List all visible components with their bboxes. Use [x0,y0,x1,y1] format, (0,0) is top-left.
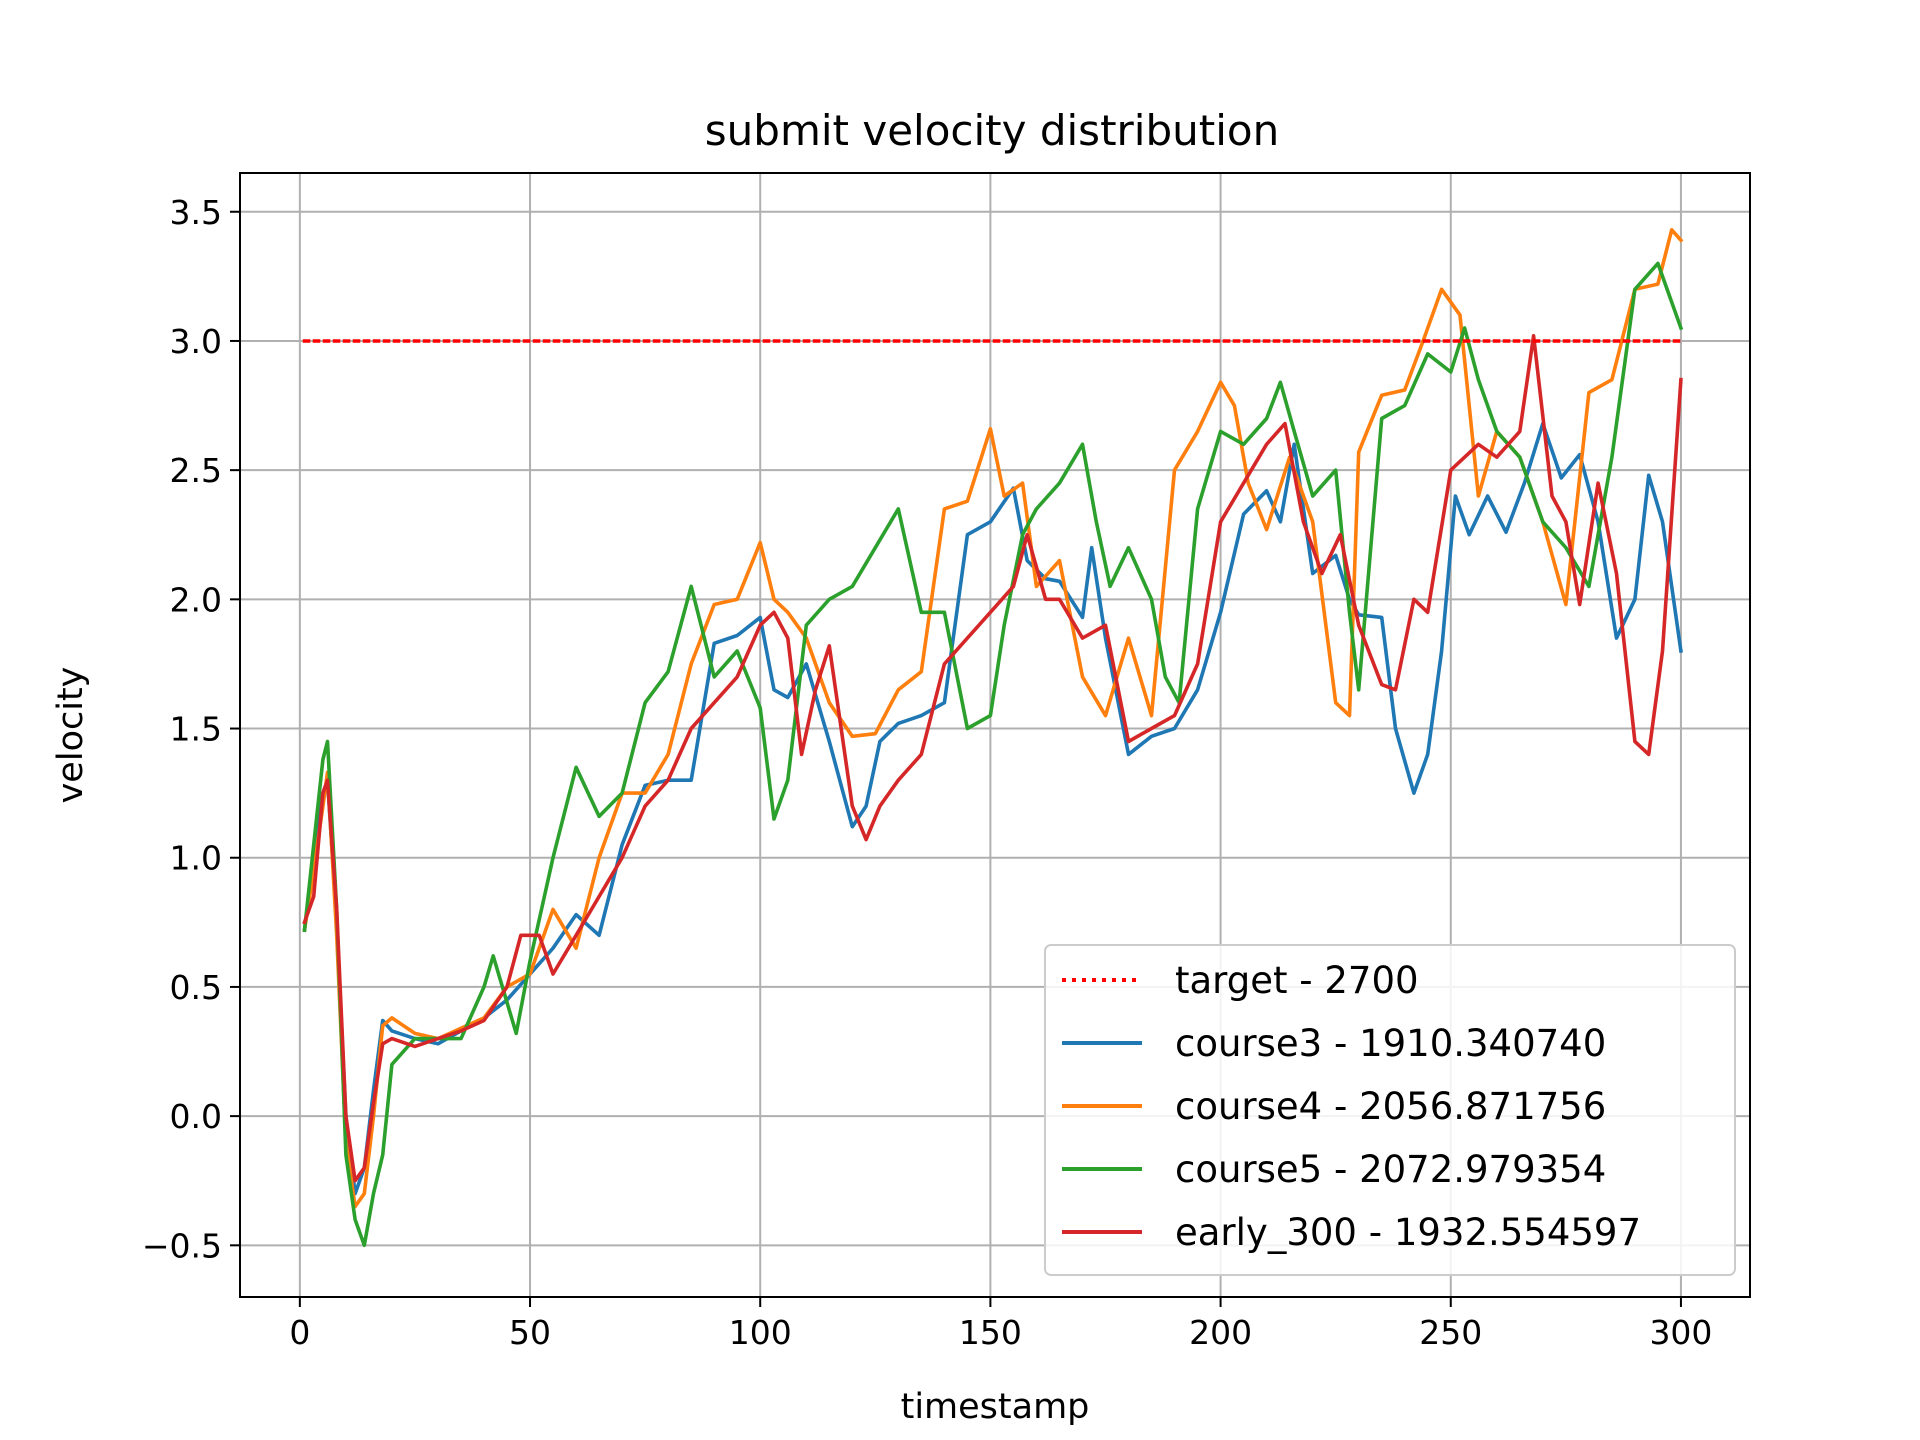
legend: target - 2700 course3 - 1910.340740 course… [1044,944,1736,1276]
y-tick-label: 2.0 [170,580,222,619]
x-tick-label: 150 [959,1313,1022,1352]
legend-label-2: course4 - 2056.871756 [1175,1085,1606,1128]
y-tick-label: 3.5 [170,193,222,232]
legend-label-0: target - 2700 [1175,959,1419,1002]
y-axis-label: velocity [51,667,91,804]
plot-frame [239,172,1751,1298]
y-tick-label: 2.5 [170,451,222,490]
x-tick-label: 250 [1419,1313,1482,1352]
series-line-3 [302,261,1684,1248]
x-tick-label: 200 [1189,1313,1252,1352]
x-tick-label: 50 [509,1313,551,1352]
x-tick-label: 100 [729,1313,792,1352]
legend-label-1: course3 - 1910.340740 [1175,1022,1606,1065]
chart-title: submit velocity distribution [705,106,1279,155]
x-axis-label: timestamp [901,1387,1090,1427]
series-lines [302,228,1684,1248]
legend-label-4: early_300 - 1932.554597 [1175,1211,1641,1254]
y-tick-label: 0.5 [170,968,222,1007]
x-tick-label: 300 [1649,1313,1712,1352]
y-tick-label: 1.5 [170,710,222,749]
legend-label-3: course5 - 2072.979354 [1175,1148,1606,1191]
y-tick-label: −0.5 [142,1226,222,1265]
legend-box [1044,944,1736,1276]
y-tick-label: 1.0 [170,839,222,878]
axis-ticks: 0 50 100 150 200 250 300 −0.5 0.0 0.5 1.0 1.5 2.0 2.5… [142,193,1713,1352]
y-tick-label: 3.0 [170,322,222,361]
x-tick-label: 0 [289,1313,310,1352]
series-line-4 [302,333,1683,1183]
y-tick-label: 0.0 [170,1097,222,1136]
